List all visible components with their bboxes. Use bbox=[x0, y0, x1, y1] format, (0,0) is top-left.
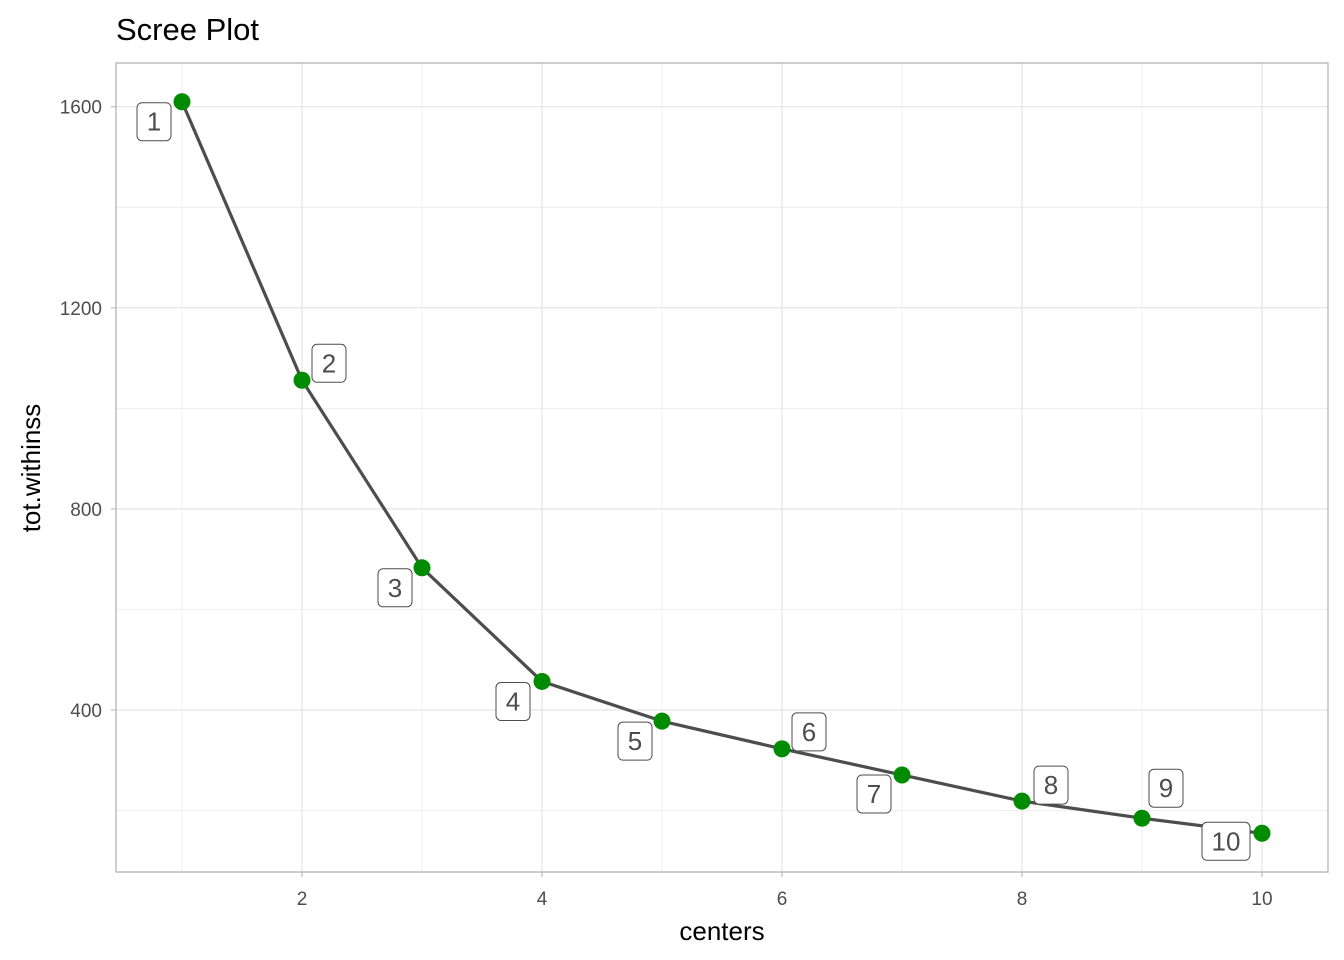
plot-panel-border bbox=[115, 62, 1329, 873]
data-point bbox=[653, 712, 671, 730]
data-point bbox=[773, 740, 791, 758]
point-label-box bbox=[617, 721, 653, 761]
x-tick-label: 2 bbox=[297, 889, 308, 910]
point-label-box bbox=[136, 102, 172, 142]
x-axis-ticks: 2 4 6 8 10 bbox=[297, 872, 1273, 910]
point-label: 10 bbox=[1201, 821, 1251, 861]
data-point bbox=[413, 559, 431, 577]
point-label: 1 bbox=[136, 102, 172, 142]
x-tick-label: 4 bbox=[537, 889, 548, 910]
data-point bbox=[293, 371, 311, 389]
y-tick-label: 800 bbox=[70, 500, 102, 521]
y-axis-title: tot.withinss bbox=[16, 404, 46, 533]
point-label-text: 4 bbox=[506, 686, 520, 716]
point-label-box bbox=[856, 774, 892, 814]
y-tick-label: 1600 bbox=[60, 98, 102, 119]
data-point bbox=[173, 93, 191, 111]
point-label-text: 7 bbox=[867, 779, 881, 809]
data-point bbox=[1253, 824, 1271, 842]
point-label-box bbox=[1201, 821, 1251, 861]
data-points bbox=[173, 93, 1271, 842]
point-label: 9 bbox=[1148, 768, 1184, 808]
data-point bbox=[1133, 809, 1151, 827]
point-label-text: 6 bbox=[802, 717, 816, 747]
point-label-box bbox=[1148, 768, 1184, 808]
point-label-text: 1 bbox=[147, 107, 161, 137]
data-point bbox=[1013, 792, 1031, 810]
x-axis-title: centers bbox=[679, 916, 764, 946]
data-point bbox=[533, 672, 551, 690]
series-polyline bbox=[180, 101, 1263, 835]
point-label-text: 2 bbox=[322, 348, 336, 378]
point-label-box bbox=[1033, 765, 1069, 805]
point-label-box bbox=[791, 712, 827, 752]
point-label: 7 bbox=[856, 774, 892, 814]
point-label-text: 5 bbox=[628, 726, 642, 756]
point-label: 8 bbox=[1033, 765, 1069, 805]
point-label: 6 bbox=[791, 712, 827, 752]
point-label: 4 bbox=[495, 681, 531, 721]
data-point bbox=[893, 766, 911, 784]
x-tick-label: 10 bbox=[1251, 889, 1272, 910]
x-tick-label: 6 bbox=[777, 889, 788, 910]
point-label-text: 8 bbox=[1044, 770, 1058, 800]
point-label-text: 10 bbox=[1212, 826, 1241, 856]
point-label-box bbox=[377, 568, 413, 608]
point-label: 5 bbox=[617, 721, 653, 761]
point-label-box bbox=[495, 681, 531, 721]
point-label: 2 bbox=[311, 343, 347, 383]
point-label-text: 9 bbox=[1159, 773, 1173, 803]
y-tick-label: 400 bbox=[70, 701, 102, 722]
chart-title: Scree Plot bbox=[116, 12, 259, 47]
point-label-text: 3 bbox=[388, 573, 402, 603]
x-tick-label: 8 bbox=[1017, 889, 1028, 910]
point-label: 3 bbox=[377, 568, 413, 608]
point-label-box bbox=[311, 343, 347, 383]
y-axis-ticks: 400 800 1200 1600 bbox=[60, 98, 116, 722]
point-labels: 1 2 3 4 5 6 7 8 9 10 bbox=[136, 102, 1251, 861]
grid-lines bbox=[116, 63, 1328, 872]
series-line bbox=[180, 101, 1263, 835]
y-tick-label: 1200 bbox=[60, 299, 102, 320]
